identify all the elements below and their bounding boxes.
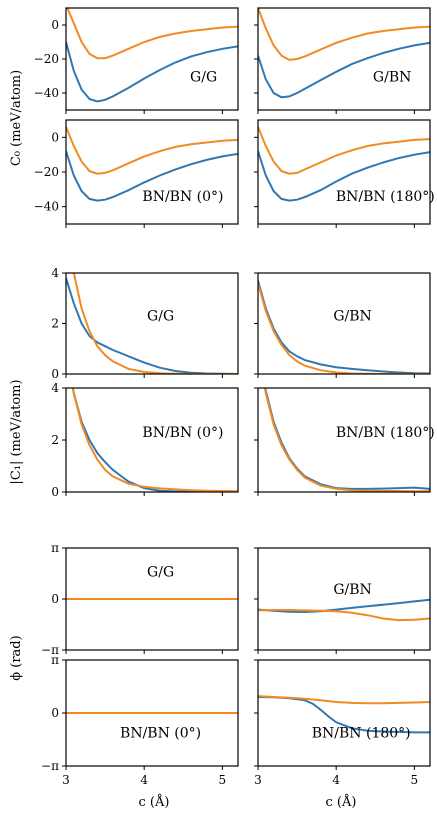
series-line [258,126,430,175]
series-line [71,388,238,492]
panel-label: G/BN [373,69,411,85]
xtick-label: 4 [140,773,148,787]
xtick-label: 3 [254,773,262,787]
ytick-label: −40 [34,86,59,100]
series-line [72,273,238,374]
ytick-label: 0 [51,485,59,499]
series-line [66,41,238,103]
ytick-label: −20 [34,165,59,179]
panel-label: BN/BN (180°) [336,425,435,441]
panel-label: BN/BN (180°) [312,725,411,741]
ylabel-phi: ϕ (rad) [9,635,24,680]
ylabel-c1: |C₁| (meV/atom) [9,379,24,484]
ytick-label: −40 [34,200,59,214]
xtick-label: 5 [411,773,419,787]
series-line [258,609,430,622]
axes-frame [65,7,239,111]
xtick-label: 3 [62,773,70,787]
series-line [263,388,430,492]
ytick-label: π [51,541,59,555]
axes-frame [257,547,431,651]
xlabel-left: c (Å) [139,794,170,810]
ytick-label: 4 [51,381,59,395]
ytick-label: 0 [51,130,59,144]
panel-label: BN/BN (0°) [120,725,201,741]
panel-label: G/G [147,565,174,581]
panel-label: BN/BN (0°) [142,189,223,205]
xtick-label: 4 [332,773,340,787]
panel-3: 0 −20 −40 BN/BN (0°) [34,119,239,228]
panel-8: BN/BN (180°) [254,387,435,496]
panel-4: BN/BN (180°) [254,119,435,228]
panel-label: BN/BN (180°) [336,189,435,205]
series-line [258,41,430,99]
panels: 0 −20 −40 G/G G/BN 0 −20 −40 BN/BN (0°) BN/BN (18… [34,7,435,787]
series-line [66,277,238,374]
series-line [258,598,430,614]
panel-5: 0 2 4 G/G [51,266,239,381]
ytick-label: 0 [51,706,59,720]
panel-6: G/BN [254,272,431,378]
xlabel-right: c (Å) [326,794,357,810]
xtick-label: 5 [219,773,227,787]
series-line [258,282,430,374]
ytick-label: −π [41,643,59,657]
ylabel-c0: C₀ (meV/atom) [9,70,24,166]
panel-label: G/G [190,69,217,85]
ytick-label: 0 [51,592,59,606]
ytick-label: 0 [51,367,59,381]
panel-label: BN/BN (0°) [142,425,223,441]
series-line [258,695,430,705]
ytick-label: 0 [51,18,59,32]
panel-label: G/BN [333,308,371,324]
panel-7: 0 2 4 BN/BN (0°) [51,381,239,499]
series-line [258,150,430,202]
series-line [258,8,430,61]
panel-12: 3 4 5 BN/BN (180°) [254,659,431,787]
ytick-label: 4 [51,266,59,280]
ytick-label: −20 [34,52,59,66]
panel-label: G/G [147,308,174,324]
ytick-label: 2 [51,433,59,447]
panel-10: G/BN [254,547,431,654]
series-line [66,150,238,202]
series-line [66,126,238,175]
series-line [71,388,238,492]
ytick-label: π [51,653,59,667]
panel-label: G/BN [333,582,371,598]
series-line [258,280,430,374]
axes-frame [257,7,431,111]
panel-1: 0 −20 −40 G/G [34,7,239,114]
axes-frame [257,659,431,767]
ytick-label: −π [41,759,59,773]
panel-2: G/BN [254,7,431,114]
panel-9: π 0 −π G/G [41,541,239,657]
series-line [264,388,430,490]
series-line [66,8,238,60]
panel-11: π 0 −π3 4 5 BN/BN (0°) [41,653,239,787]
ytick-label: 2 [51,317,59,331]
